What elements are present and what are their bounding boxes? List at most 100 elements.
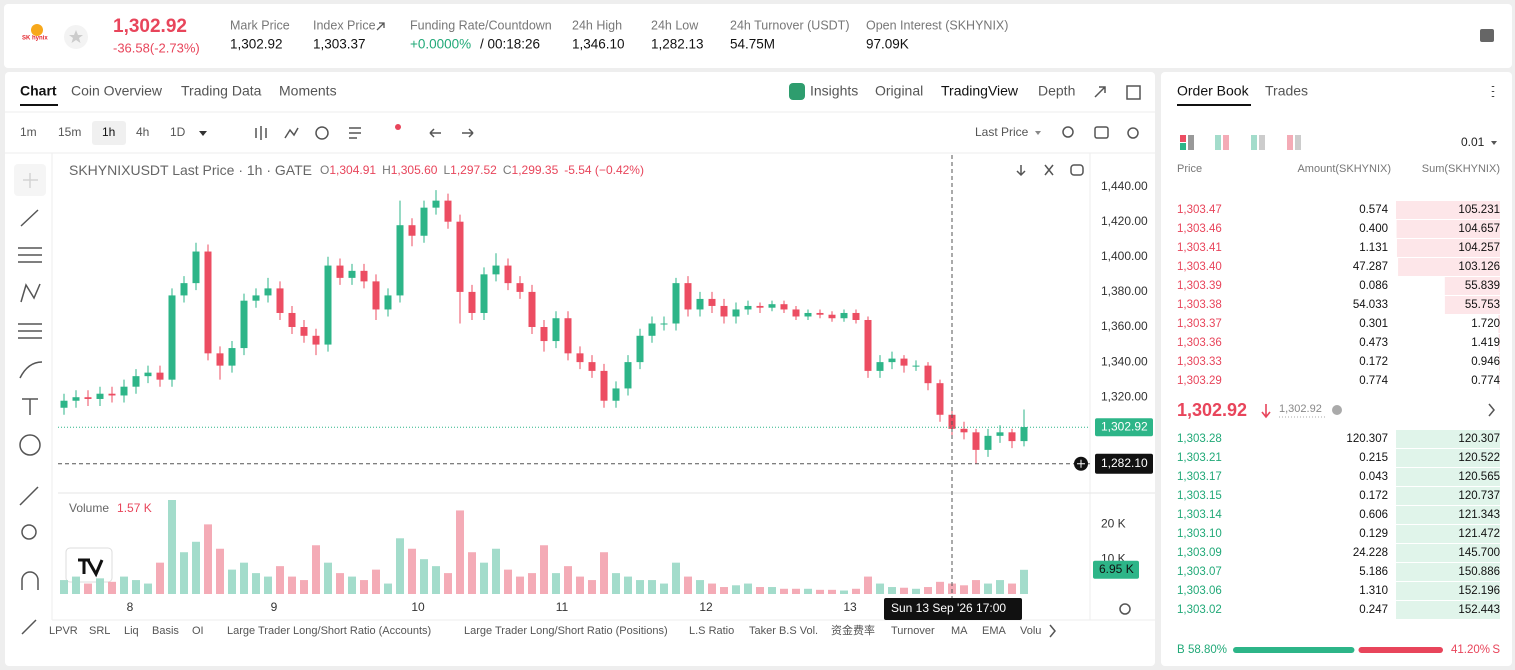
order-price[interactable]: 1,303.46 (1177, 223, 1222, 235)
window-icon[interactable] (1126, 85, 1141, 100)
scroll-icon[interactable] (1016, 165, 1026, 177)
order-price[interactable]: 1,303.39 (1177, 280, 1222, 292)
ruler-tool[interactable] (19, 486, 39, 506)
indicator-tab[interactable]: Large Trader Long/Short Ratio (Positions… (464, 625, 668, 637)
order-price[interactable]: 1,303.06 (1177, 585, 1222, 597)
tab[interactable]: Trades (1265, 83, 1308, 99)
order-price[interactable]: 1,303.29 (1177, 375, 1222, 387)
volume-bar (732, 585, 740, 594)
mode-icon[interactable] (1180, 143, 1186, 150)
indicator-tab[interactable]: Volu (1020, 625, 1041, 637)
volume-bar (792, 588, 800, 594)
order-price[interactable]: 1,303.36 (1177, 337, 1222, 349)
more-arrow[interactable] (1049, 624, 1056, 638)
mode-icon[interactable] (1251, 135, 1257, 150)
tab[interactable]: Chart (20, 83, 57, 99)
price-source[interactable]: Last Price (975, 125, 1029, 139)
order-price[interactable]: 1,303.21 (1177, 452, 1222, 464)
indicator-tab[interactable]: MA (951, 625, 968, 637)
precision[interactable]: 0.01 (1461, 135, 1485, 149)
tab[interactable]: Coin Overview (71, 83, 163, 99)
order-price[interactable]: 1,303.40 (1177, 261, 1222, 273)
mode-icon[interactable] (1259, 135, 1265, 150)
settings-icon[interactable] (1127, 127, 1139, 139)
close-icon[interactable] (1044, 164, 1054, 176)
text-tool[interactable] (22, 398, 38, 415)
expand-icon[interactable] (1094, 86, 1106, 98)
order-price[interactable]: 1,303.28 (1177, 433, 1222, 445)
view-tab[interactable]: TradingView (941, 83, 1019, 99)
interval[interactable]: 4h (136, 125, 149, 139)
order-price[interactable]: 1,303.09 (1177, 547, 1222, 559)
depth-bar (1396, 582, 1500, 600)
candle-type-icon[interactable] (255, 126, 267, 140)
replay-icon[interactable] (315, 126, 329, 140)
redo-icon[interactable] (462, 128, 474, 138)
magnet-tool[interactable] (21, 571, 39, 590)
order-price[interactable]: 1,303.41 (1177, 242, 1222, 254)
expand-arrow[interactable] (1488, 403, 1495, 417)
view-tab[interactable]: Depth (1038, 83, 1075, 99)
volume-bar (852, 588, 860, 594)
tab[interactable]: Moments (279, 83, 337, 99)
candle-body (744, 305, 752, 310)
brush-tool[interactable] (19, 361, 43, 379)
interval[interactable]: 1h (102, 125, 115, 139)
order-price[interactable]: 1,303.10 (1177, 528, 1222, 540)
interval[interactable]: 1D (170, 125, 186, 139)
emoji-tool[interactable] (19, 434, 41, 456)
interval[interactable]: 1m (20, 125, 37, 139)
indicator-tab[interactable]: L.S Ratio (689, 625, 734, 637)
view-tab[interactable]: Original (875, 83, 923, 99)
order-price[interactable]: 1,303.37 (1177, 318, 1222, 330)
order-price[interactable]: 1,303.38 (1177, 299, 1222, 311)
view-tab[interactable]: Insights (810, 83, 858, 99)
tab[interactable]: Trading Data (181, 83, 262, 99)
undo-icon[interactable] (429, 128, 441, 138)
indicator-tab[interactable]: OI (192, 625, 204, 637)
template-icon[interactable] (349, 127, 361, 139)
order-sum: 104.657 (1458, 223, 1500, 235)
mode-icon[interactable] (1287, 135, 1293, 150)
indicator-tab[interactable]: LPVR (49, 625, 78, 637)
indicator-tab[interactable]: 资金费率 (831, 623, 875, 637)
order-price[interactable]: 1,303.17 (1177, 471, 1222, 483)
tab[interactable]: Order Book (1177, 83, 1250, 99)
sell-ratio-bar (1358, 647, 1443, 653)
indicator-tab[interactable]: Turnover (891, 625, 935, 637)
camera-icon[interactable] (1094, 126, 1109, 139)
projection-tool[interactable] (18, 323, 42, 339)
order-price[interactable]: 1,303.33 (1177, 356, 1222, 368)
indicator-tab[interactable]: SRL (89, 625, 110, 637)
notes-icon[interactable] (1480, 29, 1494, 42)
search-icon[interactable] (1062, 126, 1074, 138)
order-price[interactable]: 1,303.47 (1177, 204, 1222, 216)
mode-icon[interactable] (1215, 135, 1221, 150)
fib-tool[interactable] (18, 247, 42, 263)
indicator-tab[interactable]: Taker B.S Vol. (749, 625, 818, 637)
order-price[interactable]: 1,303.14 (1177, 509, 1222, 521)
zoom-tool[interactable] (21, 524, 37, 540)
mode-icon[interactable] (1180, 135, 1186, 142)
volume-bar (984, 583, 992, 594)
candle-body (360, 270, 368, 282)
toggle-icon[interactable] (1070, 164, 1084, 176)
mode-icon[interactable] (1295, 135, 1301, 150)
order-price[interactable]: 1,303.07 (1177, 566, 1222, 578)
depth-bar (1396, 487, 1500, 505)
order-price[interactable]: 1,303.15 (1177, 490, 1222, 502)
indicator-icon[interactable] (284, 127, 299, 139)
interval[interactable]: 15m (58, 125, 81, 139)
mode-icon[interactable] (1188, 135, 1194, 150)
indicator-tab[interactable]: Basis (152, 625, 179, 637)
order-price[interactable]: 1,303.02 (1177, 604, 1222, 616)
mode-icon[interactable] (1223, 135, 1229, 150)
indicator-tab[interactable]: EMA (982, 625, 1007, 637)
x-tick-label: 9 (271, 600, 278, 614)
line-tool[interactable] (20, 209, 39, 227)
indicator-tab[interactable]: Large Trader Long/Short Ratio (Accounts) (227, 625, 431, 637)
indicator-tab[interactable]: Liq (124, 625, 139, 637)
pencil-tool[interactable] (21, 619, 37, 635)
pattern-tool[interactable] (20, 283, 41, 303)
auto-scale-icon[interactable] (1119, 603, 1131, 615)
